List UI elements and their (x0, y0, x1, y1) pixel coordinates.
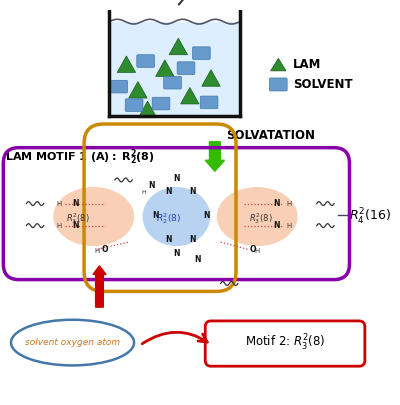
Text: H: H (56, 223, 62, 229)
FancyBboxPatch shape (200, 96, 218, 109)
Text: $R_3^2(8)$: $R_3^2(8)$ (249, 211, 273, 226)
Ellipse shape (217, 187, 298, 246)
Text: LAM: LAM (293, 58, 321, 71)
Text: $R_2^2(8)$: $R_2^2(8)$ (156, 211, 181, 226)
Text: O: O (250, 245, 256, 254)
Polygon shape (169, 38, 188, 55)
Polygon shape (138, 101, 157, 118)
Text: N: N (152, 211, 158, 220)
Text: N: N (72, 221, 78, 230)
Text: N: N (148, 181, 155, 190)
Text: N: N (72, 199, 78, 208)
Text: O: O (101, 245, 108, 254)
Text: N: N (273, 221, 280, 230)
Text: H: H (286, 200, 292, 207)
Text: $\bf{LAM\ MOTIF\ 1\ (A):}\ R_2^2(8)$: $\bf{LAM\ MOTIF\ 1\ (A):}\ R_2^2(8)$ (5, 148, 155, 167)
FancyBboxPatch shape (192, 47, 210, 60)
FancyBboxPatch shape (270, 78, 287, 91)
Text: N: N (166, 234, 172, 243)
Text: H: H (254, 248, 260, 254)
FancyBboxPatch shape (205, 321, 365, 366)
Text: N: N (190, 234, 196, 243)
Text: H: H (286, 223, 292, 229)
FancyBboxPatch shape (137, 55, 154, 67)
Polygon shape (181, 87, 199, 104)
Polygon shape (202, 70, 220, 86)
Text: H: H (94, 248, 100, 254)
Polygon shape (129, 81, 147, 98)
FancyArrowPatch shape (142, 332, 207, 344)
Ellipse shape (142, 187, 210, 246)
Text: N: N (166, 187, 172, 196)
Text: Motif 2: $R_3^2(8)$: Motif 2: $R_3^2(8)$ (245, 333, 325, 354)
Ellipse shape (53, 187, 134, 246)
Text: H: H (56, 200, 62, 207)
FancyBboxPatch shape (125, 99, 143, 111)
Polygon shape (271, 58, 286, 71)
Text: N: N (173, 174, 180, 183)
Text: $R_3^2(8)$: $R_3^2(8)$ (66, 211, 89, 226)
Polygon shape (117, 56, 136, 72)
FancyBboxPatch shape (110, 80, 128, 93)
Text: N: N (194, 256, 201, 264)
Text: H: H (141, 190, 146, 196)
Text: $R_4^2(16)$: $R_4^2(16)$ (350, 207, 392, 227)
Text: N: N (273, 199, 280, 208)
FancyArrow shape (93, 266, 106, 307)
Text: N: N (190, 187, 196, 196)
Text: SOLVATATION: SOLVATATION (226, 129, 315, 142)
Polygon shape (156, 60, 174, 77)
FancyArrow shape (205, 142, 224, 171)
FancyBboxPatch shape (109, 21, 240, 116)
Text: solvent oxygen atom: solvent oxygen atom (25, 338, 120, 347)
FancyBboxPatch shape (152, 97, 170, 110)
FancyBboxPatch shape (164, 77, 181, 89)
Text: N: N (173, 249, 180, 258)
FancyBboxPatch shape (177, 62, 195, 75)
Text: N: N (203, 211, 209, 220)
Text: SOLVENT: SOLVENT (293, 78, 352, 91)
